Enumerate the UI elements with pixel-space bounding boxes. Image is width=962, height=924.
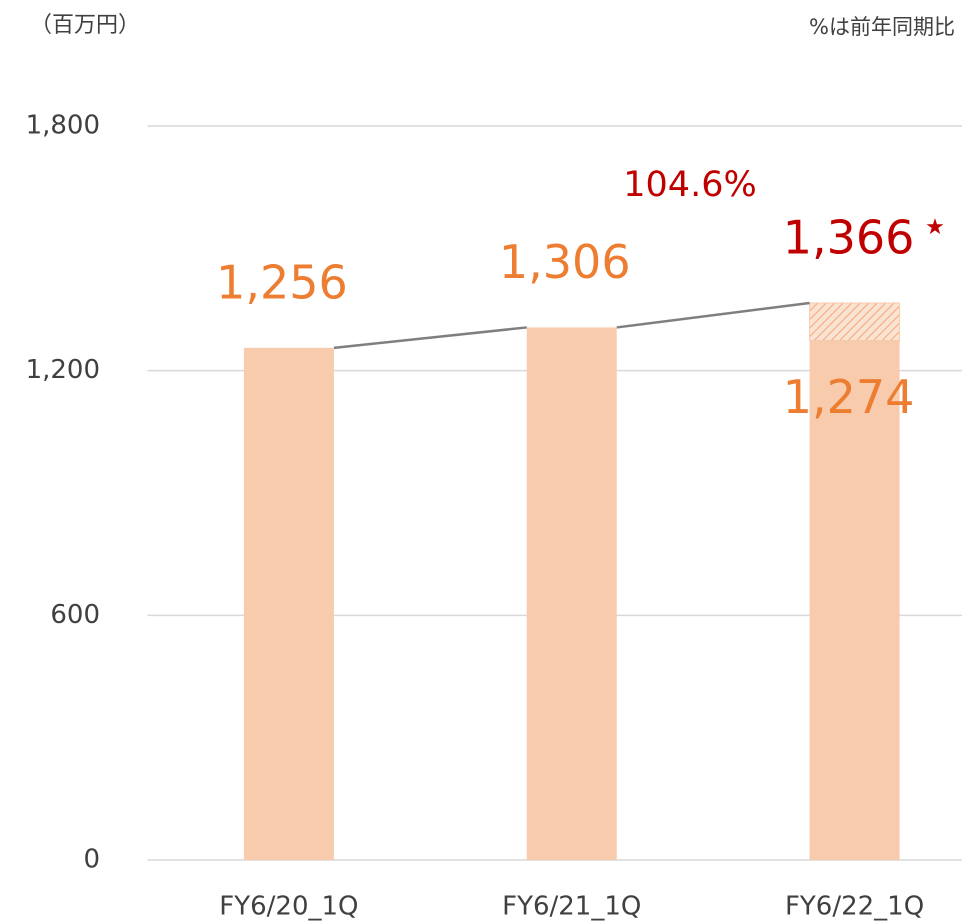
y-tick-label: 1,200 <box>26 355 100 385</box>
highlight-label: 1,366 <box>783 210 915 264</box>
growth-label: 104.6% <box>623 165 756 205</box>
value-label: 1,306 <box>499 235 631 289</box>
y-tick-label: 600 <box>50 600 100 630</box>
x-tick-label: FY6/22_1Q <box>785 892 924 922</box>
x-tick-label: FY6/21_1Q <box>502 892 641 922</box>
x-tick-label: FY6/20_1Q <box>219 892 358 922</box>
note: %は前年同期比 <box>809 15 955 39</box>
y-tick-label: 0 <box>83 845 100 875</box>
y-tick-label: 1,800 <box>26 111 100 141</box>
highlight-marker: ★ <box>925 215 945 240</box>
bar <box>526 327 617 860</box>
unit-label: （百万円） <box>30 13 140 38</box>
hatched-bar <box>809 302 901 341</box>
value-label: 1,256 <box>216 255 348 309</box>
value-label: 1,274 <box>783 370 915 424</box>
bar <box>243 347 334 860</box>
connector-line <box>333 326 527 350</box>
bar <box>809 340 900 861</box>
connector-line <box>616 301 810 329</box>
